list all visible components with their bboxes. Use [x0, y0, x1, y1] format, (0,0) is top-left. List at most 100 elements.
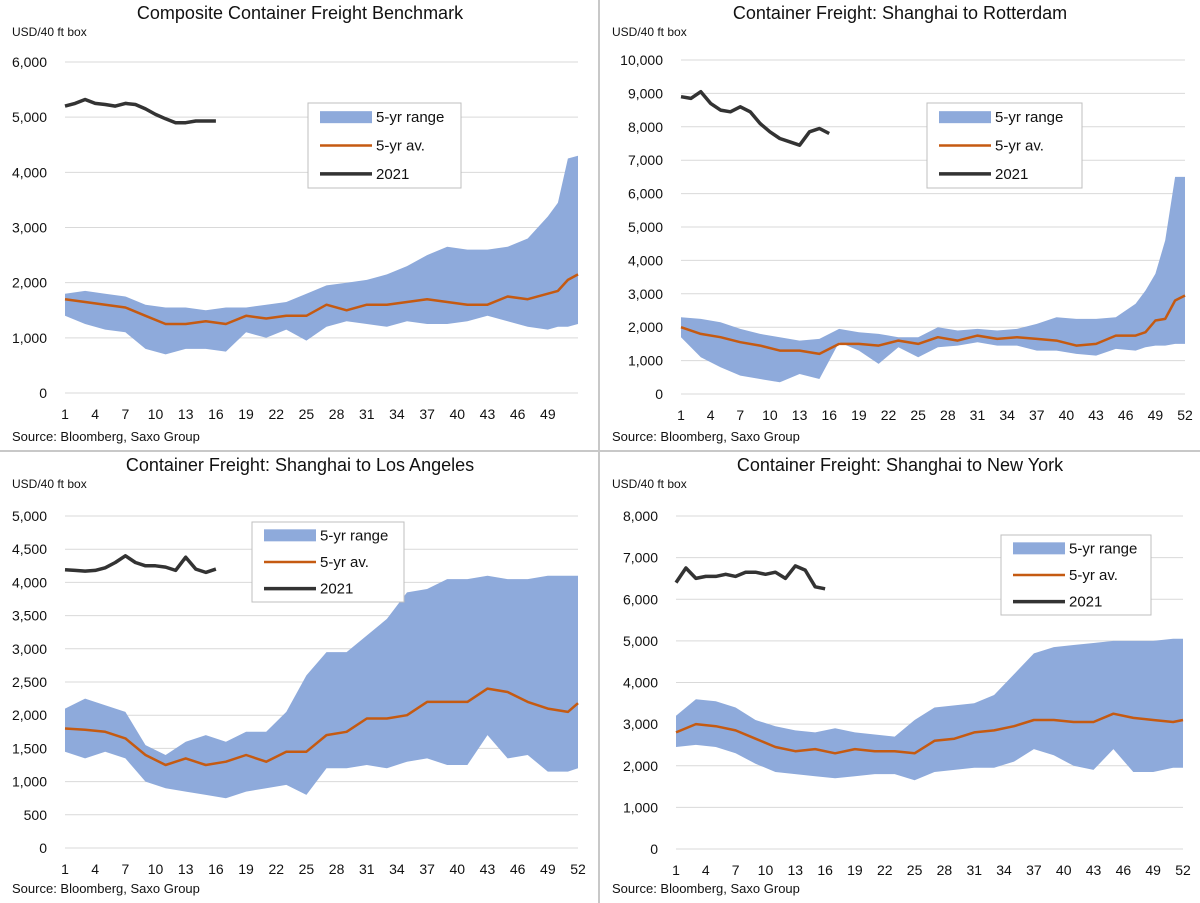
legend-label: 2021 — [376, 166, 409, 183]
x-tick-label: 31 — [970, 407, 986, 423]
legend-label: 5-yr range — [1069, 540, 1137, 557]
x-tick-label: 16 — [208, 406, 224, 422]
y-axis-label: USD/40 ft box — [12, 477, 87, 491]
y-tick-label: 2,000 — [623, 758, 658, 774]
x-tick-label: 10 — [148, 861, 164, 877]
x-tick-label: 46 — [510, 406, 526, 422]
y-tick-label: 5,000 — [12, 109, 47, 125]
chart-panel-rotterdam: Container Freight: Shanghai to Rotterdam… — [600, 0, 1200, 451]
x-tick-label: 28 — [937, 862, 953, 878]
y-tick-label: 6,000 — [12, 54, 47, 70]
x-tick-label: 43 — [480, 406, 496, 422]
y-tick-label: 5,000 — [623, 633, 658, 649]
legend-swatch-range — [320, 111, 372, 124]
current-year-line — [64, 97, 216, 125]
chart-title: Container Freight: Shanghai to Los Angel… — [126, 455, 474, 475]
y-tick-label: 9,000 — [628, 85, 663, 101]
x-tick-label: 19 — [847, 862, 863, 878]
y-tick-label: 5,000 — [628, 219, 663, 235]
legend-label: 5-yr range — [995, 109, 1063, 126]
y-tick-label: 4,500 — [12, 541, 47, 557]
legend-label: 5-yr av. — [995, 138, 1044, 155]
legend-swatch-range — [939, 111, 991, 124]
x-tick-label: 22 — [881, 407, 897, 423]
source-note: Source: Bloomberg, Saxo Group — [612, 881, 800, 896]
range-band — [681, 176, 1185, 383]
y-tick-label: 4,000 — [628, 252, 663, 268]
x-tick-label: 19 — [238, 861, 254, 877]
x-tick-label: 4 — [91, 861, 99, 877]
current-year-line — [64, 554, 217, 575]
legend-label: 5-yr range — [376, 109, 444, 126]
x-tick-label: 43 — [1088, 407, 1104, 423]
y-tick-label: 5,000 — [12, 508, 47, 524]
x-tick-label: 34 — [389, 861, 405, 877]
x-tick-label: 49 — [540, 861, 556, 877]
x-tick-label: 7 — [121, 861, 129, 877]
x-tick-label: 22 — [877, 862, 893, 878]
legend-label: 2021 — [995, 166, 1028, 183]
y-tick-label: 1,500 — [12, 740, 47, 756]
source-note: Source: Bloomberg, Saxo Group — [612, 429, 800, 444]
legend-label: 5-yr av. — [1069, 567, 1118, 584]
x-tick-label: 46 — [510, 861, 526, 877]
x-tick-label: 1 — [61, 861, 69, 877]
legend-label: 2021 — [1069, 594, 1102, 611]
y-tick-label: 1,000 — [623, 799, 658, 815]
x-tick-label: 31 — [359, 861, 375, 877]
x-tick-label: 7 — [732, 862, 740, 878]
y-tick-label: 1,000 — [12, 774, 47, 790]
chart-title: Composite Container Freight Benchmark — [137, 3, 464, 23]
y-tick-label: 3,000 — [628, 286, 663, 302]
y-tick-label: 0 — [39, 385, 47, 401]
average-line — [64, 273, 579, 326]
chart-svg: Composite Container Freight Benchmark USD… — [12, 3, 579, 444]
x-tick-label: 40 — [450, 861, 466, 877]
x-tick-label: 43 — [1086, 862, 1102, 878]
x-tick-label: 25 — [299, 861, 315, 877]
y-tick-label: 3,500 — [12, 608, 47, 624]
y-tick-label: 4,000 — [12, 164, 47, 180]
x-tick-label: 22 — [268, 406, 284, 422]
chart-svg: Container Freight: Shanghai to Rotterdam… — [612, 3, 1193, 444]
x-tick-label: 1 — [61, 406, 69, 422]
y-axis-label: USD/40 ft box — [12, 25, 87, 39]
y-tick-label: 7,000 — [628, 152, 663, 168]
x-tick-label: 7 — [121, 406, 129, 422]
source-note: Source: Bloomberg, Saxo Group — [12, 881, 200, 896]
y-tick-label: 1,000 — [628, 353, 663, 369]
y-tick-label: 0 — [650, 841, 658, 857]
y-tick-label: 2,500 — [12, 674, 47, 690]
chart-panel-new-york: Container Freight: Shanghai to New York U… — [600, 452, 1200, 903]
x-tick-label: 7 — [736, 407, 744, 423]
legend-label: 5-yr range — [320, 527, 388, 544]
current-year-line — [680, 89, 830, 147]
x-tick-label: 16 — [821, 407, 837, 423]
y-tick-label: 6,000 — [623, 591, 658, 607]
x-tick-label: 46 — [1116, 862, 1132, 878]
y-tick-label: 6,000 — [628, 186, 663, 202]
x-tick-label: 19 — [851, 407, 867, 423]
x-tick-label: 40 — [1059, 407, 1075, 423]
y-tick-label: 3,000 — [12, 641, 47, 657]
x-tick-label: 13 — [178, 406, 194, 422]
average-line — [680, 294, 1186, 356]
x-tick-label: 37 — [1026, 862, 1042, 878]
x-tick-label: 13 — [788, 862, 804, 878]
y-axis-label: USD/40 ft box — [612, 477, 687, 491]
horizontal-divider — [0, 450, 1200, 452]
x-tick-label: 49 — [1148, 407, 1164, 423]
range-band — [676, 638, 1183, 781]
y-tick-label: 10,000 — [620, 52, 663, 68]
x-tick-label: 34 — [996, 862, 1012, 878]
y-tick-label: 4,000 — [12, 574, 47, 590]
x-tick-label: 10 — [762, 407, 778, 423]
x-tick-label: 1 — [677, 407, 685, 423]
x-tick-label: 10 — [148, 406, 164, 422]
y-tick-label: 7,000 — [623, 550, 658, 566]
legend-label: 2021 — [320, 581, 353, 598]
x-tick-label: 19 — [238, 406, 254, 422]
x-tick-label: 16 — [208, 861, 224, 877]
y-tick-label: 8,000 — [623, 508, 658, 524]
